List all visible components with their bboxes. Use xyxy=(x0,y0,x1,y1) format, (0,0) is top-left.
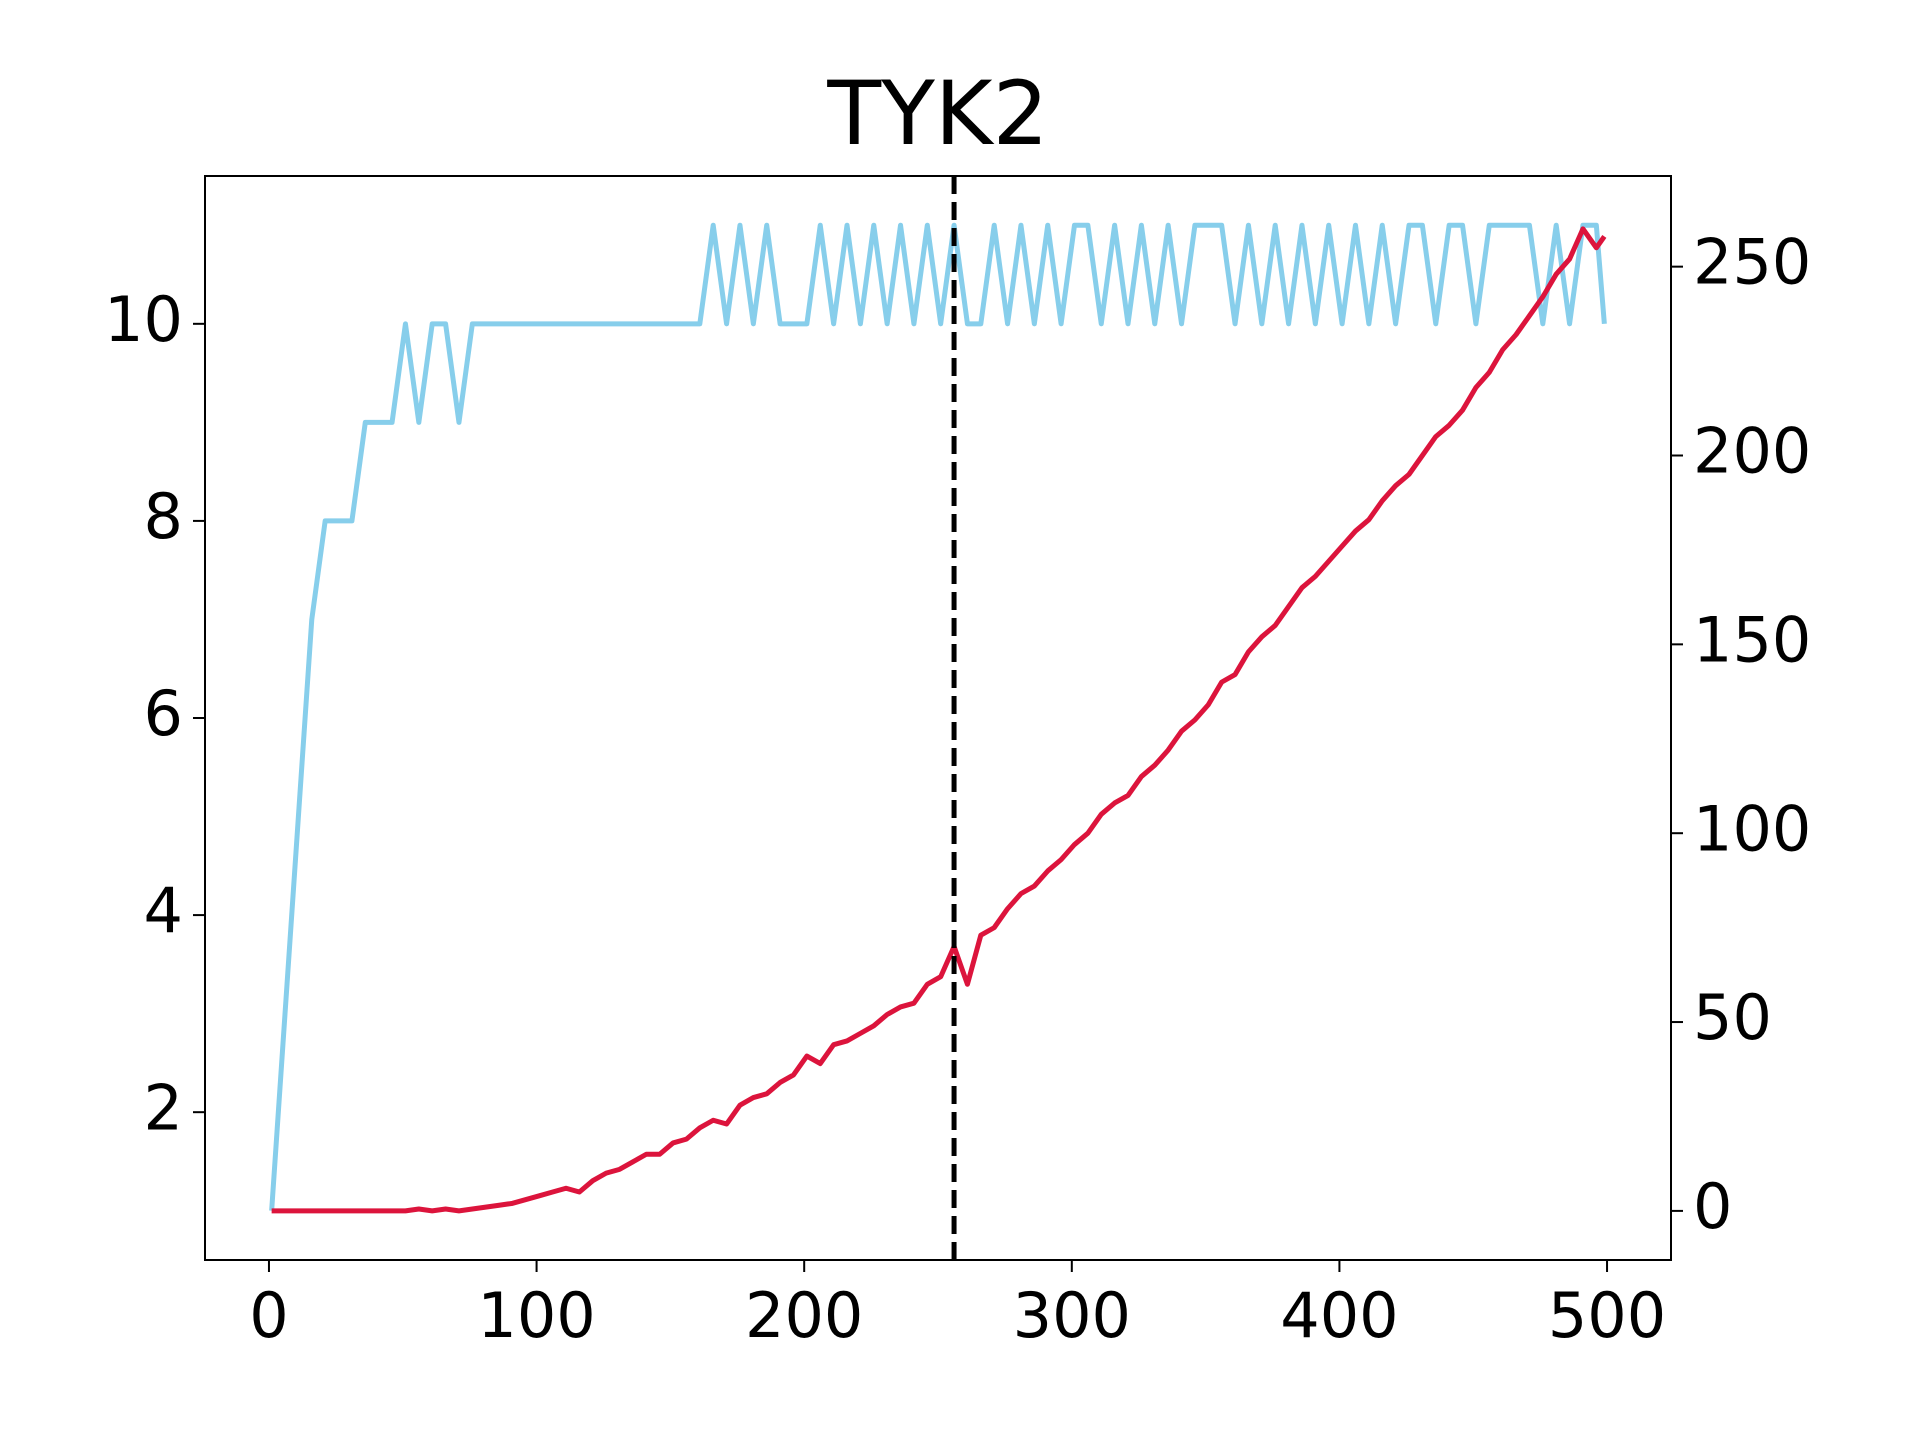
y2-tick-label: 0 xyxy=(1693,1170,1732,1243)
y2-tick-label: 100 xyxy=(1693,792,1811,865)
x-tick-label: 500 xyxy=(1548,1279,1666,1352)
x-tick-label: 300 xyxy=(1013,1279,1131,1352)
y-tick-label: 8 xyxy=(144,480,183,553)
x-tick-label: 0 xyxy=(249,1279,288,1352)
y2-tick-label: 250 xyxy=(1693,226,1811,299)
x-tick-label: 100 xyxy=(477,1279,595,1352)
x-tick-label: 200 xyxy=(745,1279,863,1352)
y2-tick-label: 200 xyxy=(1693,415,1811,488)
y-tick-label: 4 xyxy=(144,874,183,947)
y2-tick-label: 50 xyxy=(1693,981,1772,1054)
y-tick-label: 6 xyxy=(144,677,183,750)
y2-tick-label: 150 xyxy=(1693,603,1811,676)
y-tick-label: 10 xyxy=(104,283,183,356)
plot-frame xyxy=(204,175,1672,1261)
data-line xyxy=(269,222,1607,1211)
y-tick-label: 2 xyxy=(144,1071,183,1144)
x-tick-label: 400 xyxy=(1280,1279,1398,1352)
data-line xyxy=(271,226,1607,1214)
chart-title: TYK2 xyxy=(826,62,1048,165)
